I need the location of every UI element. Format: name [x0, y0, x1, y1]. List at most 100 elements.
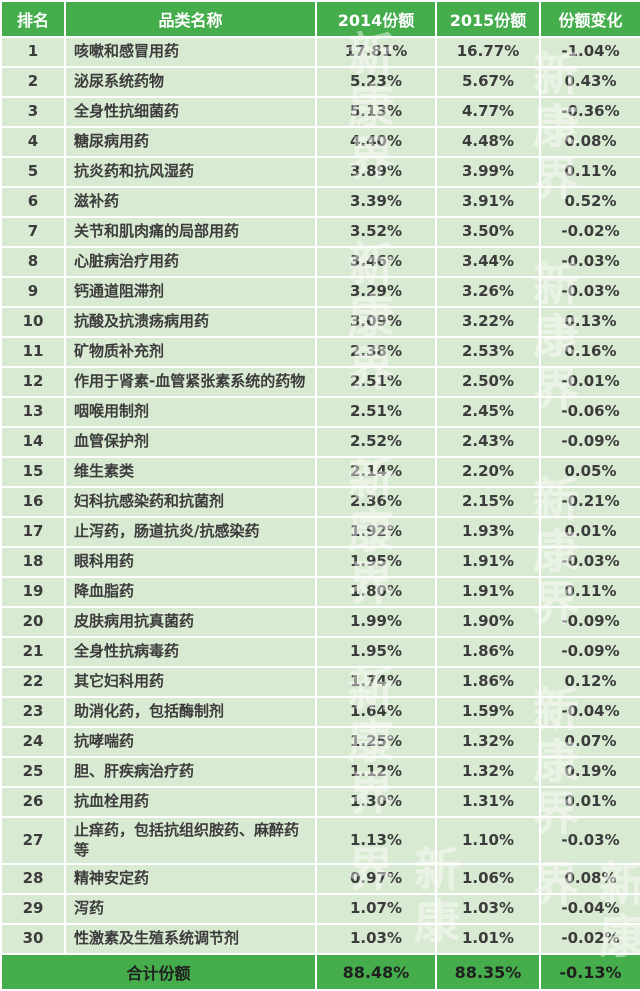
rank-cell: 29 [0, 893, 66, 925]
table-row: 23 助消化药，包括酶制剂 1.64% 1.59% -0.04% [0, 696, 640, 728]
share-2015-cell: 1.91% [435, 576, 541, 608]
rank-cell: 8 [0, 246, 66, 278]
share-change-cell: 0.11% [539, 576, 640, 608]
category-name-cell: 关节和肌肉痛的局部用药 [64, 216, 317, 248]
category-name-cell: 止痒药，包括抗组织胺药、麻醉药等 [64, 816, 317, 865]
share-2015-cell: 1.59% [435, 696, 541, 728]
share-change-cell: -0.02% [539, 216, 640, 248]
share-2015-cell: 1.31% [435, 786, 541, 818]
table-row: 11 矿物质补充剂 2.38% 2.53% 0.16% [0, 336, 640, 368]
share-2015-cell: 1.93% [435, 516, 541, 548]
share-2014-cell: 0.97% [315, 863, 437, 895]
share-change-cell: 0.19% [539, 756, 640, 788]
share-2014-cell: 1.12% [315, 756, 437, 788]
share-change-cell: 0.52% [539, 186, 640, 218]
category-name-cell: 全身性抗病毒药 [64, 636, 317, 668]
rank-cell: 4 [0, 126, 66, 158]
share-2015-cell: 4.48% [435, 126, 541, 158]
share-2015-cell: 1.86% [435, 666, 541, 698]
table-header: 排名 品类名称 2014份额 2015份额 份额变化 [0, 0, 640, 38]
share-change-cell: 0.05% [539, 456, 640, 488]
share-2015-cell: 3.44% [435, 246, 541, 278]
share-2014-cell: 2.51% [315, 366, 437, 398]
share-2014-cell: 1.07% [315, 893, 437, 925]
share-2015-cell: 5.67% [435, 66, 541, 98]
category-name-cell: 糖尿病用药 [64, 126, 317, 158]
category-name-cell: 精神安定药 [64, 863, 317, 895]
share-2015-cell: 3.50% [435, 216, 541, 248]
share-change-cell: 0.08% [539, 863, 640, 895]
footer-total-cell: -0.13% [539, 953, 640, 991]
share-change-cell: 0.16% [539, 336, 640, 368]
share-2014-cell: 1.95% [315, 636, 437, 668]
share-2014-cell: 1.74% [315, 666, 437, 698]
table-body: 1 咳嗽和感冒用药 17.81% 16.77% -1.04% 2 泌尿系统药物 5.23% 5.… [0, 36, 640, 955]
share-change-cell: -0.04% [539, 696, 640, 728]
share-change-cell: 0.01% [539, 516, 640, 548]
table-row: 17 止泻药，肠道抗炎/抗感染药 1.92% 1.93% 0.01% [0, 516, 640, 548]
share-2015-cell: 2.53% [435, 336, 541, 368]
share-2014-cell: 4.40% [315, 126, 437, 158]
category-name-cell: 助消化药，包括酶制剂 [64, 696, 317, 728]
share-2014-cell: 2.14% [315, 456, 437, 488]
category-name-cell: 皮肤病用抗真菌药 [64, 606, 317, 638]
share-change-cell: -0.04% [539, 893, 640, 925]
category-name-cell: 抗血栓用药 [64, 786, 317, 818]
rank-cell: 1 [0, 36, 66, 68]
share-2014-cell: 1.80% [315, 576, 437, 608]
share-change-cell: -0.09% [539, 606, 640, 638]
column-header: 品类名称 [64, 0, 317, 38]
share-2015-cell: 2.20% [435, 456, 541, 488]
share-2015-cell: 1.06% [435, 863, 541, 895]
share-2015-cell: 1.10% [435, 816, 541, 865]
share-2015-cell: 1.01% [435, 923, 541, 955]
category-name-cell: 妇科抗感染药和抗菌剂 [64, 486, 317, 518]
table-row: 5 抗炎药和抗风湿药 3.89% 3.99% 0.11% [0, 156, 640, 188]
share-2015-cell: 1.32% [435, 756, 541, 788]
share-2015-cell: 1.03% [435, 893, 541, 925]
share-2014-cell: 2.38% [315, 336, 437, 368]
rank-cell: 15 [0, 456, 66, 488]
share-change-cell: -1.04% [539, 36, 640, 68]
rank-cell: 30 [0, 923, 66, 955]
rank-cell: 11 [0, 336, 66, 368]
share-2014-cell: 2.51% [315, 396, 437, 428]
category-name-cell: 泌尿系统药物 [64, 66, 317, 98]
table-row: 25 胆、肝疾病治疗药 1.12% 1.32% 0.19% [0, 756, 640, 788]
rank-cell: 16 [0, 486, 66, 518]
rank-cell: 20 [0, 606, 66, 638]
category-name-cell: 降血脂药 [64, 576, 317, 608]
footer-total-cell: 88.35% [435, 953, 541, 991]
share-2014-cell: 1.03% [315, 923, 437, 955]
share-2014-cell: 5.13% [315, 96, 437, 128]
category-name-cell: 心脏病治疗用药 [64, 246, 317, 278]
share-2015-cell: 3.26% [435, 276, 541, 308]
share-2014-cell: 5.23% [315, 66, 437, 98]
rank-cell: 2 [0, 66, 66, 98]
category-name-cell: 滋补药 [64, 186, 317, 218]
rank-cell: 22 [0, 666, 66, 698]
rank-cell: 25 [0, 756, 66, 788]
share-2014-cell: 1.95% [315, 546, 437, 578]
table-row: 8 心脏病治疗用药 3.46% 3.44% -0.03% [0, 246, 640, 278]
share-change-cell: -0.09% [539, 426, 640, 458]
table-row: 3 全身性抗细菌药 5.13% 4.77% -0.36% [0, 96, 640, 128]
table-row: 10 抗酸及抗溃疡病用药 3.09% 3.22% 0.13% [0, 306, 640, 338]
rank-cell: 27 [0, 816, 66, 865]
column-header: 2014份额 [315, 0, 437, 38]
share-2014-cell: 1.25% [315, 726, 437, 758]
share-change-cell: -0.01% [539, 366, 640, 398]
rank-cell: 24 [0, 726, 66, 758]
share-change-cell: -0.03% [539, 276, 640, 308]
category-name-cell: 抗酸及抗溃疡病用药 [64, 306, 317, 338]
share-change-cell: -0.36% [539, 96, 640, 128]
table-row: 22 其它妇科用药 1.74% 1.86% 0.12% [0, 666, 640, 698]
share-change-cell: -0.21% [539, 486, 640, 518]
share-2014-cell: 3.39% [315, 186, 437, 218]
rank-cell: 14 [0, 426, 66, 458]
share-change-cell: 0.01% [539, 786, 640, 818]
share-2015-cell: 2.50% [435, 366, 541, 398]
category-name-cell: 性激素及生殖系统调节剂 [64, 923, 317, 955]
table-row: 2 泌尿系统药物 5.23% 5.67% 0.43% [0, 66, 640, 98]
category-name-cell: 矿物质补充剂 [64, 336, 317, 368]
